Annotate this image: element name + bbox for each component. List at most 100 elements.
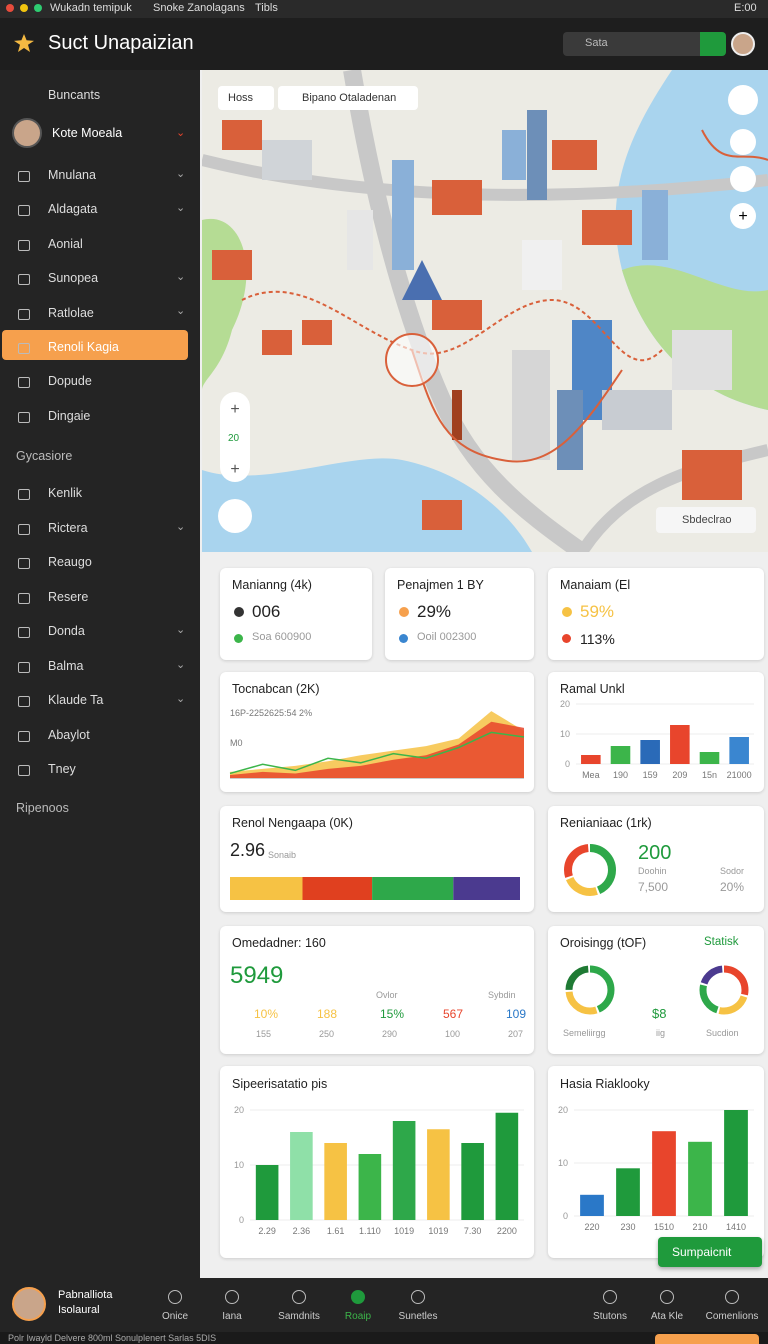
- chevron[interactable]: ⌄: [176, 305, 186, 317]
- chevron[interactable]: ⌄: [176, 168, 186, 180]
- nav-icon[interactable]: [660, 1290, 674, 1304]
- nav-label: Iana: [222, 1311, 242, 1322]
- nav-item[interactable]: Tney: [48, 762, 76, 776]
- side-value: 20%: [720, 880, 745, 894]
- menu-item[interactable]: Wukadn temipuk: [50, 2, 132, 14]
- nav-item[interactable]: Ratlolae: [48, 305, 94, 320]
- chevron[interactable]: ⌄: [176, 271, 186, 283]
- x-tick-label: 1019: [394, 1226, 414, 1236]
- user-avatar[interactable]: [12, 1287, 46, 1321]
- stat-cell: 567: [443, 1007, 464, 1021]
- map-button[interactable]: [730, 129, 756, 155]
- map-button[interactable]: [730, 203, 756, 229]
- card-title: Penajmen 1 BY: [397, 578, 484, 592]
- nav-icon[interactable]: [351, 1290, 365, 1304]
- nav-icon: [18, 627, 30, 638]
- nav-item[interactable]: Abaylot: [48, 727, 90, 742]
- y-tick-label: 10: [234, 1160, 244, 1170]
- nav-item[interactable]: Kenlik: [48, 486, 83, 500]
- location-pin[interactable]: [385, 333, 439, 387]
- active-item[interactable]: [2, 330, 188, 360]
- x-tick-label: 7.30: [464, 1226, 482, 1236]
- status-text: Polr Iwayld Delvere 800ml Sonulplenert S…: [8, 1333, 217, 1343]
- x-tick-label: 1019: [428, 1226, 448, 1236]
- bar: [581, 755, 601, 764]
- nav-icon[interactable]: [168, 1290, 182, 1304]
- zoom-in[interactable]: +: [230, 401, 239, 418]
- search-button[interactable]: [700, 32, 726, 56]
- donut: [565, 965, 615, 1015]
- nav-icon[interactable]: [603, 1290, 617, 1304]
- chevron[interactable]: ⌄: [176, 659, 186, 671]
- nav-item[interactable]: Dopude: [48, 374, 92, 389]
- avatar[interactable]: [731, 32, 755, 56]
- chevron[interactable]: ⌄: [176, 127, 186, 139]
- menu-item[interactable]: Tibls: [255, 2, 278, 14]
- x-tick-label: 2200: [497, 1226, 517, 1236]
- map-button[interactable]: [730, 166, 756, 192]
- bar: [255, 1165, 279, 1220]
- nav-icon: [18, 489, 30, 500]
- donut-sub: 7,500: [638, 880, 669, 894]
- app-title: Suct Unapaizian: [48, 32, 194, 54]
- nav-icon[interactable]: [725, 1290, 739, 1304]
- dot[interactable]: [34, 4, 42, 12]
- zoom-out[interactable]: +: [230, 461, 239, 478]
- x-tick-label: 15n: [702, 770, 717, 780]
- nav-item[interactable]: Resere: [48, 589, 89, 604]
- nav-icon: [18, 523, 30, 535]
- route: [701, 129, 768, 161]
- nav-item[interactable]: Reaugo: [48, 555, 92, 569]
- chart-subtitle: 16P-2252625:54 2%: [230, 708, 313, 718]
- nav-icon[interactable]: [411, 1290, 425, 1304]
- orois-value: $8: [652, 1006, 667, 1021]
- map[interactable]: + + +: [202, 70, 768, 552]
- dot[interactable]: [6, 4, 14, 12]
- nav-icon[interactable]: [292, 1290, 306, 1304]
- map-chip[interactable]: [218, 86, 274, 110]
- nav-icon: [18, 592, 30, 604]
- card: [385, 568, 534, 660]
- y-tick-label: 20: [558, 1105, 568, 1115]
- nav-item[interactable]: Sunopea: [48, 271, 99, 286]
- menu-item[interactable]: Snoke Zanolagans: [153, 2, 245, 14]
- nav-item[interactable]: Aonial: [48, 236, 83, 251]
- dot[interactable]: [20, 4, 28, 12]
- action-button[interactable]: [658, 1237, 762, 1267]
- nav-item[interactable]: Balma: [48, 658, 84, 673]
- chevron[interactable]: ⌄: [176, 693, 186, 705]
- map-search[interactable]: [278, 86, 418, 110]
- bullet: [399, 634, 408, 643]
- profile-avatar[interactable]: [12, 118, 42, 148]
- x-tick-label: 21000: [727, 770, 752, 780]
- chevron[interactable]: ⌄: [176, 521, 186, 533]
- nav-item[interactable]: Klaude Ta: [48, 693, 104, 707]
- logo[interactable]: [14, 34, 34, 52]
- donut-segment: [564, 844, 616, 896]
- nav-item[interactable]: Buncants: [48, 88, 101, 102]
- nav-icon[interactable]: [225, 1290, 239, 1304]
- stat-cell: 290: [382, 1029, 398, 1039]
- nav-item[interactable]: Donda: [48, 624, 85, 638]
- chevron[interactable]: ⌄: [176, 202, 186, 214]
- map-avatar[interactable]: [728, 85, 758, 115]
- nav-item[interactable]: Aldagata: [48, 202, 98, 217]
- zoom-control[interactable]: [220, 392, 250, 482]
- map-avatar[interactable]: [218, 499, 252, 533]
- nav-item[interactable]: Dingaie: [48, 408, 91, 423]
- nav-label: Roaip: [344, 1311, 372, 1322]
- nav-item[interactable]: Mnulana: [48, 168, 96, 182]
- nav-item[interactable]: Renoli Kagia: [48, 340, 119, 354]
- card-title: Manianng (4k): [232, 578, 312, 592]
- map-badge[interactable]: [656, 507, 756, 533]
- x-tick-label: 1.110: [359, 1226, 381, 1236]
- stat-sub: 113%: [580, 631, 615, 647]
- status-tab[interactable]: [655, 1334, 759, 1344]
- search-box[interactable]: [563, 32, 700, 56]
- profile-name[interactable]: Kote Moeala: [52, 126, 123, 140]
- chevron[interactable]: ⌄: [176, 624, 186, 636]
- nav-item[interactable]: Rictera: [48, 520, 88, 535]
- stat-value: 59%: [580, 602, 615, 621]
- bar-chart: 0 10 20 220 230 1510 210 1410: [558, 1105, 754, 1232]
- icon-label: Sybdin: [488, 990, 516, 1000]
